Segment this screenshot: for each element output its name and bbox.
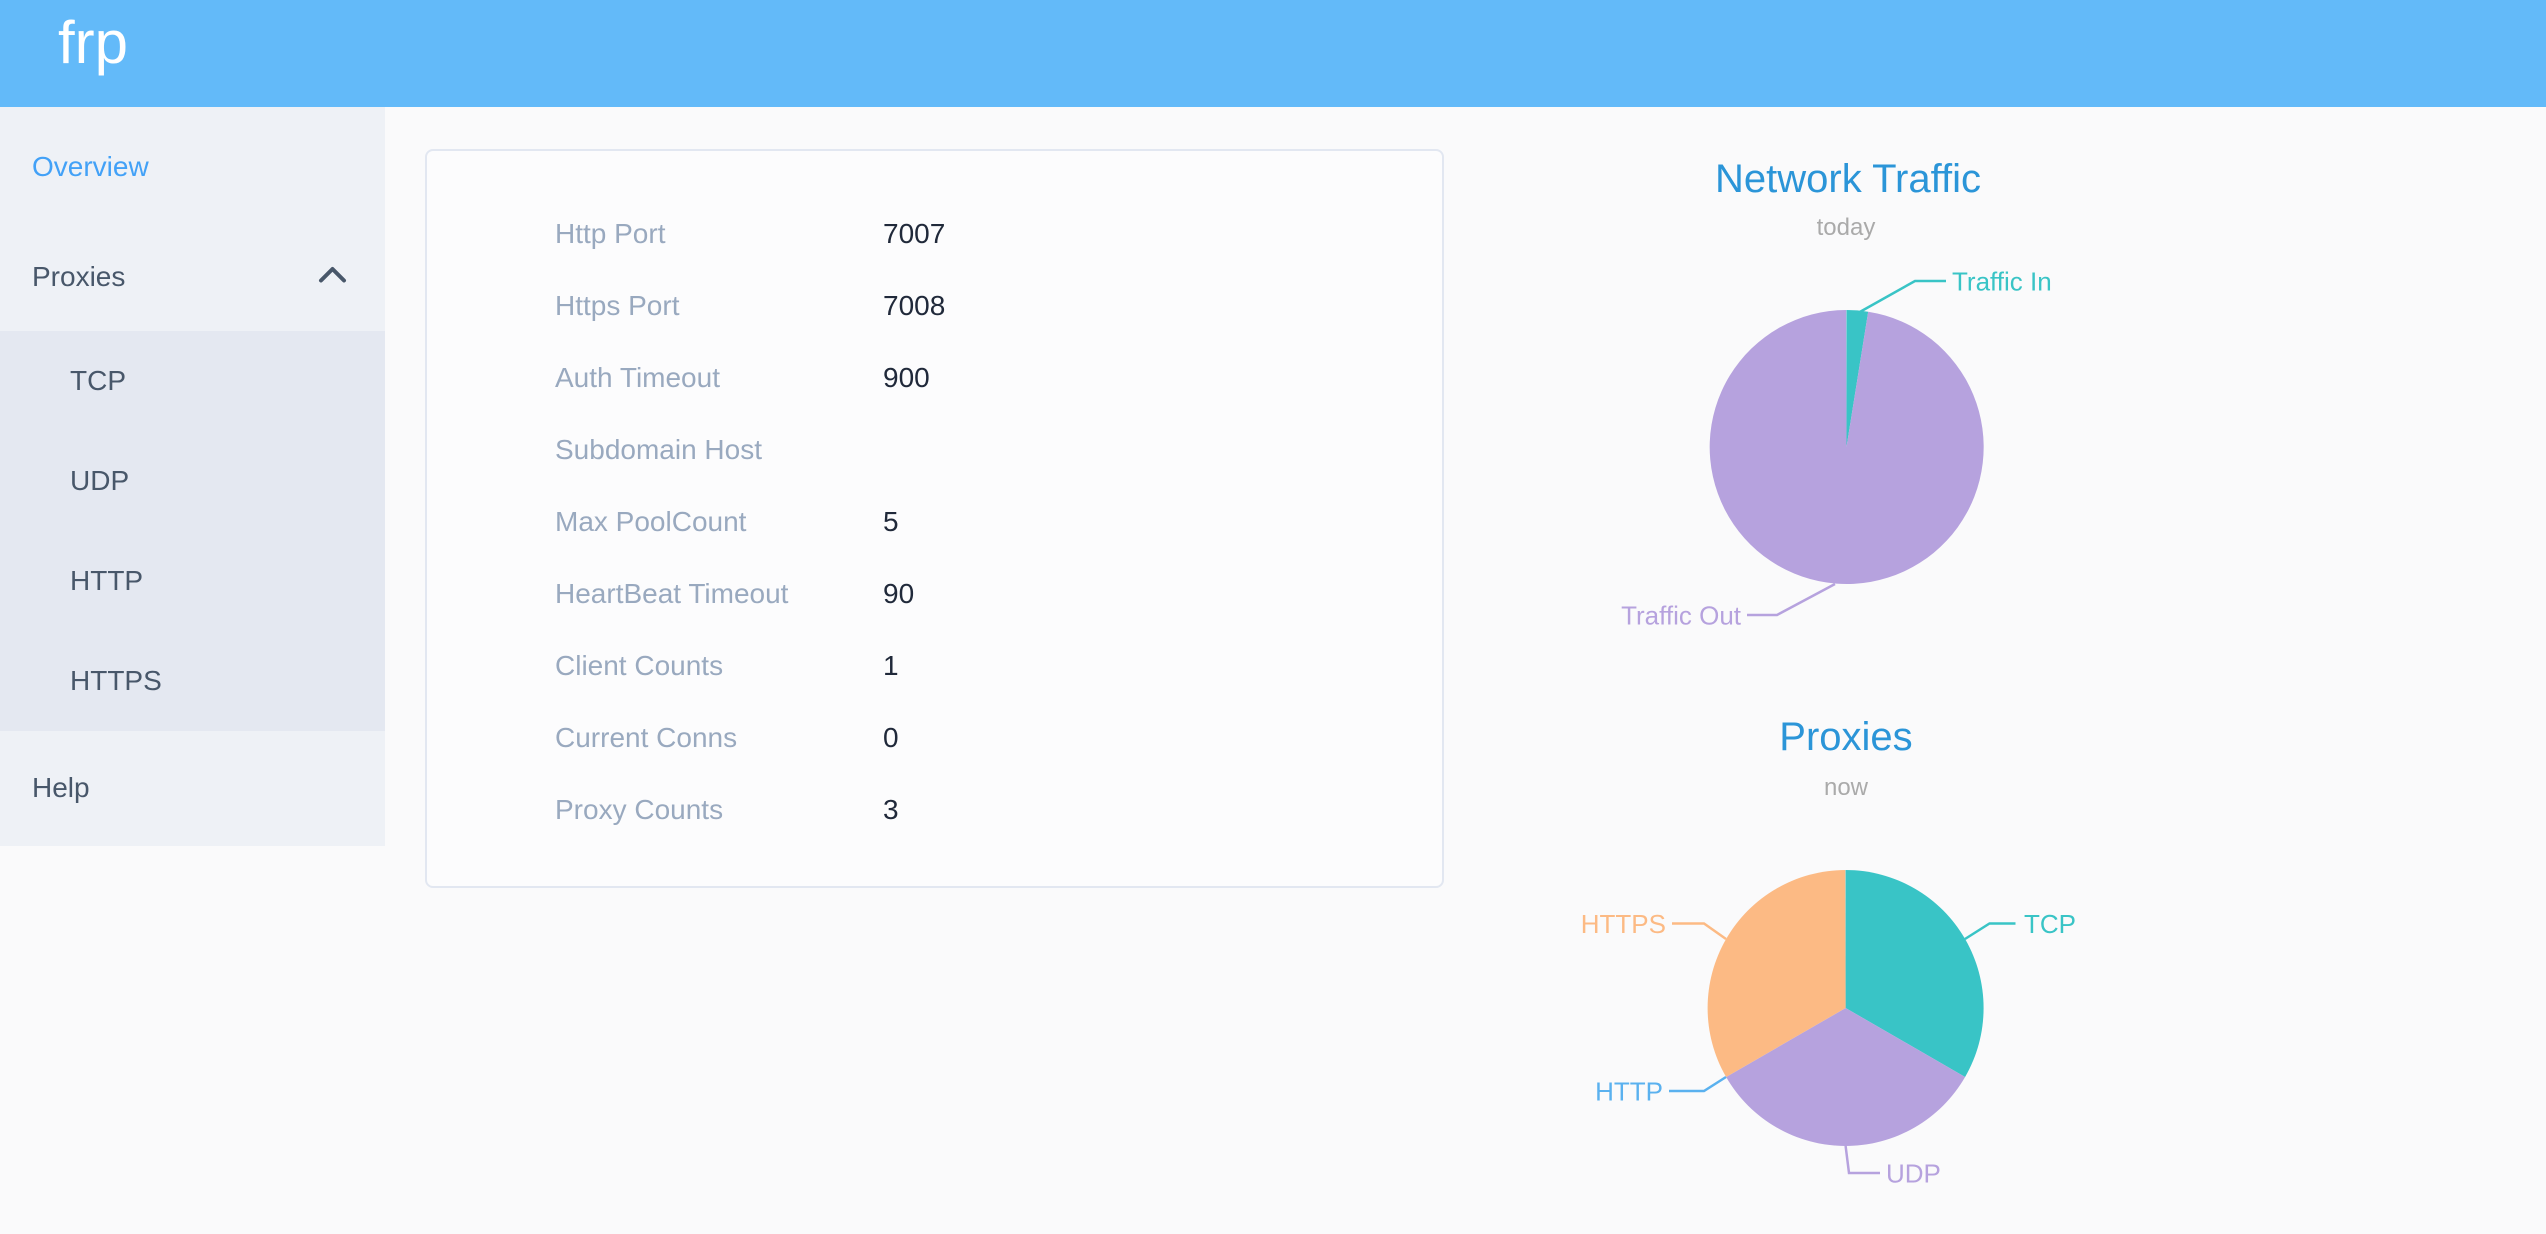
svg-text:HTTP: HTTP xyxy=(1595,1077,1663,1107)
svg-text:now: now xyxy=(1824,774,1869,801)
svg-text:TCP: TCP xyxy=(2024,909,2076,939)
svg-text:Traffic In: Traffic In xyxy=(1952,267,2052,297)
svg-text:Traffic Out: Traffic Out xyxy=(1621,601,1742,631)
svg-text:Network Traffic: Network Traffic xyxy=(1715,157,1981,201)
svg-text:Proxies: Proxies xyxy=(1779,715,1912,759)
svg-text:HTTPS: HTTPS xyxy=(1581,909,1666,939)
svg-text:today: today xyxy=(1817,214,1876,241)
svg-text:UDP: UDP xyxy=(1886,1159,1941,1189)
